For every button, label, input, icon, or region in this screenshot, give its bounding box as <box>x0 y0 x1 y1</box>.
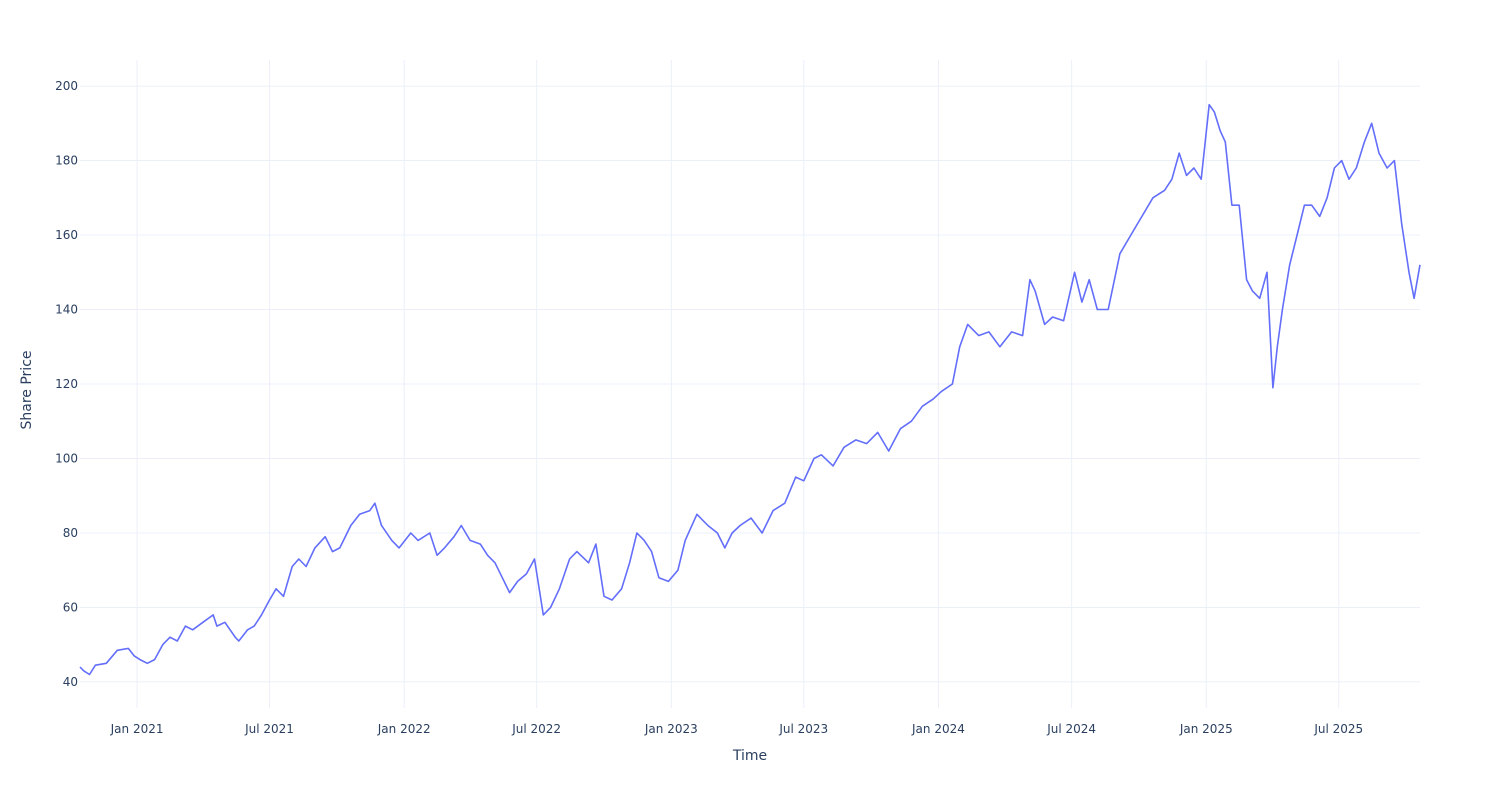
y-tick-label: 60 <box>63 600 78 614</box>
x-tick-label: Jan 2023 <box>644 722 698 736</box>
x-tick-label: Jan 2022 <box>377 722 431 736</box>
y-tick-label: 180 <box>55 154 78 168</box>
data-layer <box>79 103 1421 676</box>
x-tick-label: Jan 2024 <box>911 722 965 736</box>
y-tick-label: 80 <box>63 526 78 540</box>
x-tick-label: Jan 2025 <box>1179 722 1233 736</box>
x-tick-label: Jul 2023 <box>778 722 828 736</box>
x-axis-title: Time <box>732 748 767 764</box>
x-tick-label: Jul 2021 <box>244 722 294 736</box>
x-tick-label: Jul 2025 <box>1313 722 1363 736</box>
y-tick-label: 120 <box>55 377 78 391</box>
y-axis-title: Share Price <box>19 350 35 429</box>
x-tick-label: Jul 2024 <box>1046 722 1096 736</box>
y-tick-label: 100 <box>55 451 78 465</box>
x-tick-labels: Jan 2021 Jul 2021 Jan 2022 Jul 2022 Jan 2023… <box>110 722 1364 736</box>
y-tick-label: 140 <box>55 303 78 317</box>
y-tick-label: 40 <box>63 675 78 689</box>
x-tick-label: Jan 2021 <box>110 722 164 736</box>
y-tick-label: 160 <box>55 228 78 242</box>
x-tick-label: Jul 2022 <box>511 722 561 736</box>
grid-layer <box>80 60 1420 708</box>
y-tick-labels: 40 60 80 100 120 140 160 180 200 <box>55 79 78 689</box>
series-line <box>79 103 1421 676</box>
y-tick-label: 200 <box>55 79 78 93</box>
